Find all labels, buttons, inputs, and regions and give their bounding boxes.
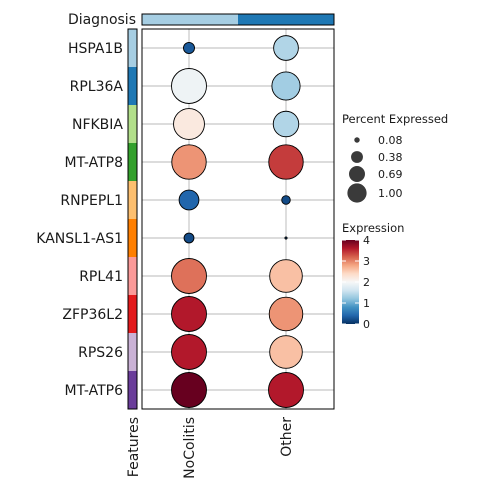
dot-mt-atp6-nocolitis: [171, 372, 207, 408]
x-axis-labels: Features NoColitis Other: [126, 417, 295, 479]
colorbar-tick-label: 3: [363, 255, 370, 268]
dot-kansl1-as1-nocolitis: [183, 232, 195, 244]
gene-label: RPS26: [78, 345, 123, 361]
dot-hspa1b-nocolitis: [183, 42, 195, 54]
dot-nfkbia-nocolitis: [173, 108, 205, 140]
colorbar-ticks: 4 3 2 1 0: [342, 234, 370, 331]
dot-rpl41-other: [269, 259, 303, 293]
dot-hspa1b-other: [273, 35, 299, 61]
diagnosis-strip-border: [141, 13, 335, 26]
gene-label: RPL36A: [70, 79, 124, 95]
size-legend-label: 0.69: [378, 168, 403, 181]
size-legend: 0.08 0.38 0.69 1.00: [347, 134, 403, 203]
diagnosis-segment: [142, 14, 238, 25]
diagnosis-strip: [141, 13, 335, 26]
feature-color-cell: [128, 67, 137, 105]
size-legend-dot: [349, 166, 365, 182]
group-label: Other: [279, 417, 295, 457]
size-legend-label: 0.08: [378, 134, 403, 147]
dot-rnpepl1-nocolitis: [178, 189, 200, 211]
gene-label: RNPEPL1: [60, 193, 123, 209]
dot-kansl1-as1-other: [284, 236, 288, 240]
gene-label: ZFP36L2: [62, 307, 123, 323]
dots-layer: [171, 35, 304, 408]
dot-mt-atp8-other: [268, 144, 304, 180]
feature-color-cell: [128, 371, 137, 409]
dot-rps26-other: [269, 335, 303, 369]
gene-label: HSPA1B: [68, 41, 123, 57]
diagnosis-label: Diagnosis: [68, 12, 136, 28]
feature-color-cell: [128, 181, 137, 219]
gene-label: KANSL1-AS1: [36, 231, 123, 247]
color-legend-title: Expression: [342, 221, 404, 235]
gene-labels: HSPA1B RPL36A NFKBIA MT-ATP8 RNPEPL1 KANSL1-A…: [36, 41, 123, 399]
dot-zfp36l2-other: [268, 296, 304, 332]
gene-label: RPL41: [79, 269, 123, 285]
feature-color-cell: [128, 333, 137, 371]
feature-color-cell: [128, 257, 137, 295]
dot-mt-atp6-other: [268, 372, 304, 408]
diagnosis-segment: [238, 14, 334, 25]
size-legend-dot: [347, 183, 367, 203]
dot-zfp36l2-nocolitis: [171, 296, 207, 332]
colorbar-tick-label: 1: [363, 297, 370, 310]
grid-lines: [142, 29, 334, 409]
dot-rps26-nocolitis: [171, 334, 207, 370]
feature-color-cell: [128, 105, 137, 143]
dot-rpl41-nocolitis: [171, 258, 207, 294]
colorbar-tick-label: 2: [363, 276, 370, 289]
dot-rpl36a-nocolitis: [171, 68, 207, 104]
group-label: NoColitis: [182, 417, 198, 479]
feature-color-cell: [128, 29, 137, 67]
dot-rnpepl1-other: [281, 195, 291, 205]
feature-color-cell: [128, 219, 137, 257]
gene-label: MT-ATP8: [65, 155, 123, 171]
size-legend-label: 1.00: [378, 187, 403, 200]
features-axis-label: Features: [126, 417, 142, 477]
colorbar-tick-label: 4: [363, 234, 370, 247]
size-legend-dot: [351, 151, 363, 163]
features-strip-border: [127, 28, 138, 410]
feature-color-cell: [128, 143, 137, 181]
size-legend-dot: [354, 137, 360, 143]
gene-label: NFKBIA: [72, 117, 123, 133]
features-strip: [127, 28, 138, 410]
feature-color-cell: [128, 295, 137, 333]
dot-rpl36a-other: [271, 71, 301, 101]
colorbar-tick-label: 0: [363, 318, 370, 331]
gene-label: MT-ATP6: [65, 383, 124, 399]
dot-nfkbia-other: [272, 110, 300, 138]
size-legend-title: Percent Expressed: [342, 112, 448, 126]
size-legend-label: 0.38: [378, 151, 403, 164]
plot-panel-border: [141, 28, 335, 410]
colorbar: [342, 240, 359, 324]
dot-mt-atp8-nocolitis: [171, 144, 207, 180]
